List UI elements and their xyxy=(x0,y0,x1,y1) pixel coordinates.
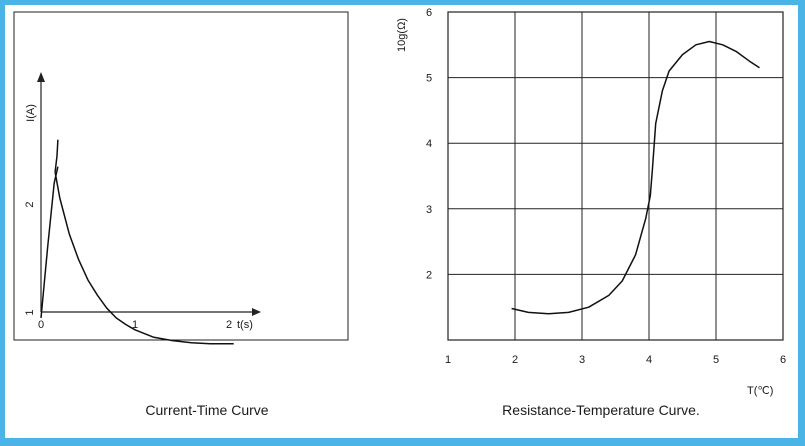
left-series-line xyxy=(40,166,59,318)
left-y-axis-arrow xyxy=(37,72,45,82)
right-grid xyxy=(448,12,783,340)
left-tick-labels: 0 1 212 xyxy=(24,201,232,331)
right-caption: Resistance-Temperature Curve. xyxy=(502,402,700,418)
right-y-tick-label: 4 xyxy=(426,138,432,150)
right-x-tick-label: 6 xyxy=(780,354,786,366)
right-y-axis-label: 10g(Ω) xyxy=(396,18,408,52)
right-tick-labels: 1 2 3 4 5 6 2 3 4 5 6 xyxy=(426,7,786,366)
right-y-tick-label: 5 xyxy=(426,73,432,85)
left-caption: Current-Time Curve xyxy=(145,402,268,418)
left-chart-border xyxy=(13,11,349,341)
left-series-line xyxy=(54,171,234,345)
right-x-tick-label: 4 xyxy=(646,354,652,366)
left-y-tick-label: 2 xyxy=(24,201,36,207)
right-x-tick-label: 2 xyxy=(512,354,518,366)
left-y-axis-label: I(A) xyxy=(25,104,37,122)
right-x-tick-label: 5 xyxy=(713,354,719,366)
right-y-tick-label: 3 xyxy=(426,204,432,216)
right-series xyxy=(511,40,760,315)
left-y-tick-label: 1 xyxy=(24,309,36,315)
right-y-tick-label: 2 xyxy=(426,269,432,281)
left-x-tick-label: 2 xyxy=(226,319,232,331)
right-x-tick-label: 3 xyxy=(579,354,585,366)
current-time-chart: I(A) t(s) 0 1 212 Current-Time Curve xyxy=(13,11,349,418)
right-series-line xyxy=(511,40,760,315)
right-x-axis-label: T(℃) xyxy=(747,385,773,397)
left-x-axis-arrow xyxy=(252,308,261,316)
figure-canvas: I(A) t(s) 0 1 212 Current-Time Curve 10g(Ω… xyxy=(13,7,786,418)
left-series-line xyxy=(54,139,59,173)
left-x-tick-label: 0 xyxy=(38,319,44,331)
right-y-tick-label: 6 xyxy=(426,7,432,19)
right-plot-border xyxy=(447,11,784,341)
left-x-axis-label: t(s) xyxy=(237,319,253,331)
right-x-tick-label: 1 xyxy=(445,354,451,366)
left-x-tick-label: 1 xyxy=(132,319,138,331)
resistance-temperature-chart: 10g(Ω) T(℃) 1 2 3 4 5 6 2 3 4 5 6 Resistance-Tempe… xyxy=(396,7,786,418)
left-series xyxy=(40,139,234,345)
